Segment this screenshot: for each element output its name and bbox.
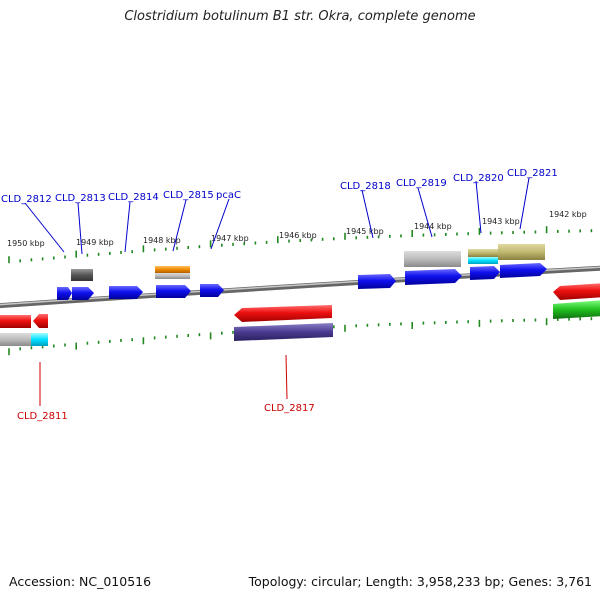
accession-label: Accession: NC_010516 <box>9 574 152 589</box>
gene-forward-arrow <box>109 286 143 299</box>
gene-forward-arrow <box>200 284 224 297</box>
gene-forward-arrow <box>500 263 547 278</box>
gene-block-cyan-reverse <box>31 333 48 346</box>
scale-label-1947: 1947 kbp <box>211 234 249 243</box>
gene-reverse-arrow <box>33 314 48 328</box>
scale-label-1946: 1946 kbp <box>279 231 317 240</box>
gene-block-gray-small <box>155 273 190 279</box>
gene-label-cld-2812: CLD_2812 <box>1 194 52 205</box>
upper-scale-ticks <box>8 226 593 264</box>
gene-forward-arrow <box>358 274 396 289</box>
gene-reverse-arrow <box>0 315 31 328</box>
top-label-leaders <box>24 177 530 255</box>
bottom-label-leaders <box>39 354 288 406</box>
gene-reverse-arrow <box>234 305 332 322</box>
gene-reverse-arrow <box>553 283 600 300</box>
gene-label-cld-2813: CLD_2813 <box>55 193 106 204</box>
gene-label-cld-2820: CLD_2820 <box>453 173 504 184</box>
gene-label-cld-2811: CLD_2811 <box>17 411 68 422</box>
gene-block-khaki <box>498 244 545 260</box>
scale-label-1950: 1950 kbp <box>7 239 45 248</box>
gene-forward-arrow <box>470 266 500 280</box>
gene-block-dark <box>71 269 93 281</box>
scale-label-1943: 1943 kbp <box>482 217 520 226</box>
gene-forward-arrow <box>156 285 191 298</box>
genome-summary-label: Topology: circular; Length: 3,958,233 bp… <box>248 574 592 589</box>
gene-label-cld-2819: CLD_2819 <box>396 178 447 189</box>
genome-title: Clostridium botulinum B1 str. Okra, comp… <box>124 9 476 24</box>
gene-label-cld-2814: CLD_2814 <box>108 192 159 203</box>
gene-block-cyan <box>468 257 498 264</box>
scale-label-1948: 1948 kbp <box>143 236 181 245</box>
gene-forward-arrow <box>405 269 462 285</box>
gene-label-pcac: pcaC <box>216 190 241 201</box>
gene-block-green <box>553 300 600 319</box>
gene-label-cld-2815: CLD_2815 <box>163 190 214 201</box>
gene-block-gray <box>404 251 461 267</box>
gene-block-gray-reverse <box>0 333 31 346</box>
gene-label-cld-2818: CLD_2818 <box>340 181 391 192</box>
gene-block-orange <box>155 266 190 273</box>
gene-block-khaki-small <box>468 249 498 257</box>
gene-label-cld-2817: CLD_2817 <box>264 403 315 414</box>
gene-label-cld-2821: CLD_2821 <box>507 168 558 179</box>
scale-label-1942: 1942 kbp <box>549 210 587 219</box>
scale-label-1944: 1944 kbp <box>414 222 452 231</box>
gene-block-purple <box>234 323 333 341</box>
gene-forward-arrow <box>57 287 72 300</box>
scale-label-1945: 1945 kbp <box>346 227 384 236</box>
gene-forward-arrow <box>72 287 94 300</box>
scale-label-1949: 1949 kbp <box>76 238 114 247</box>
